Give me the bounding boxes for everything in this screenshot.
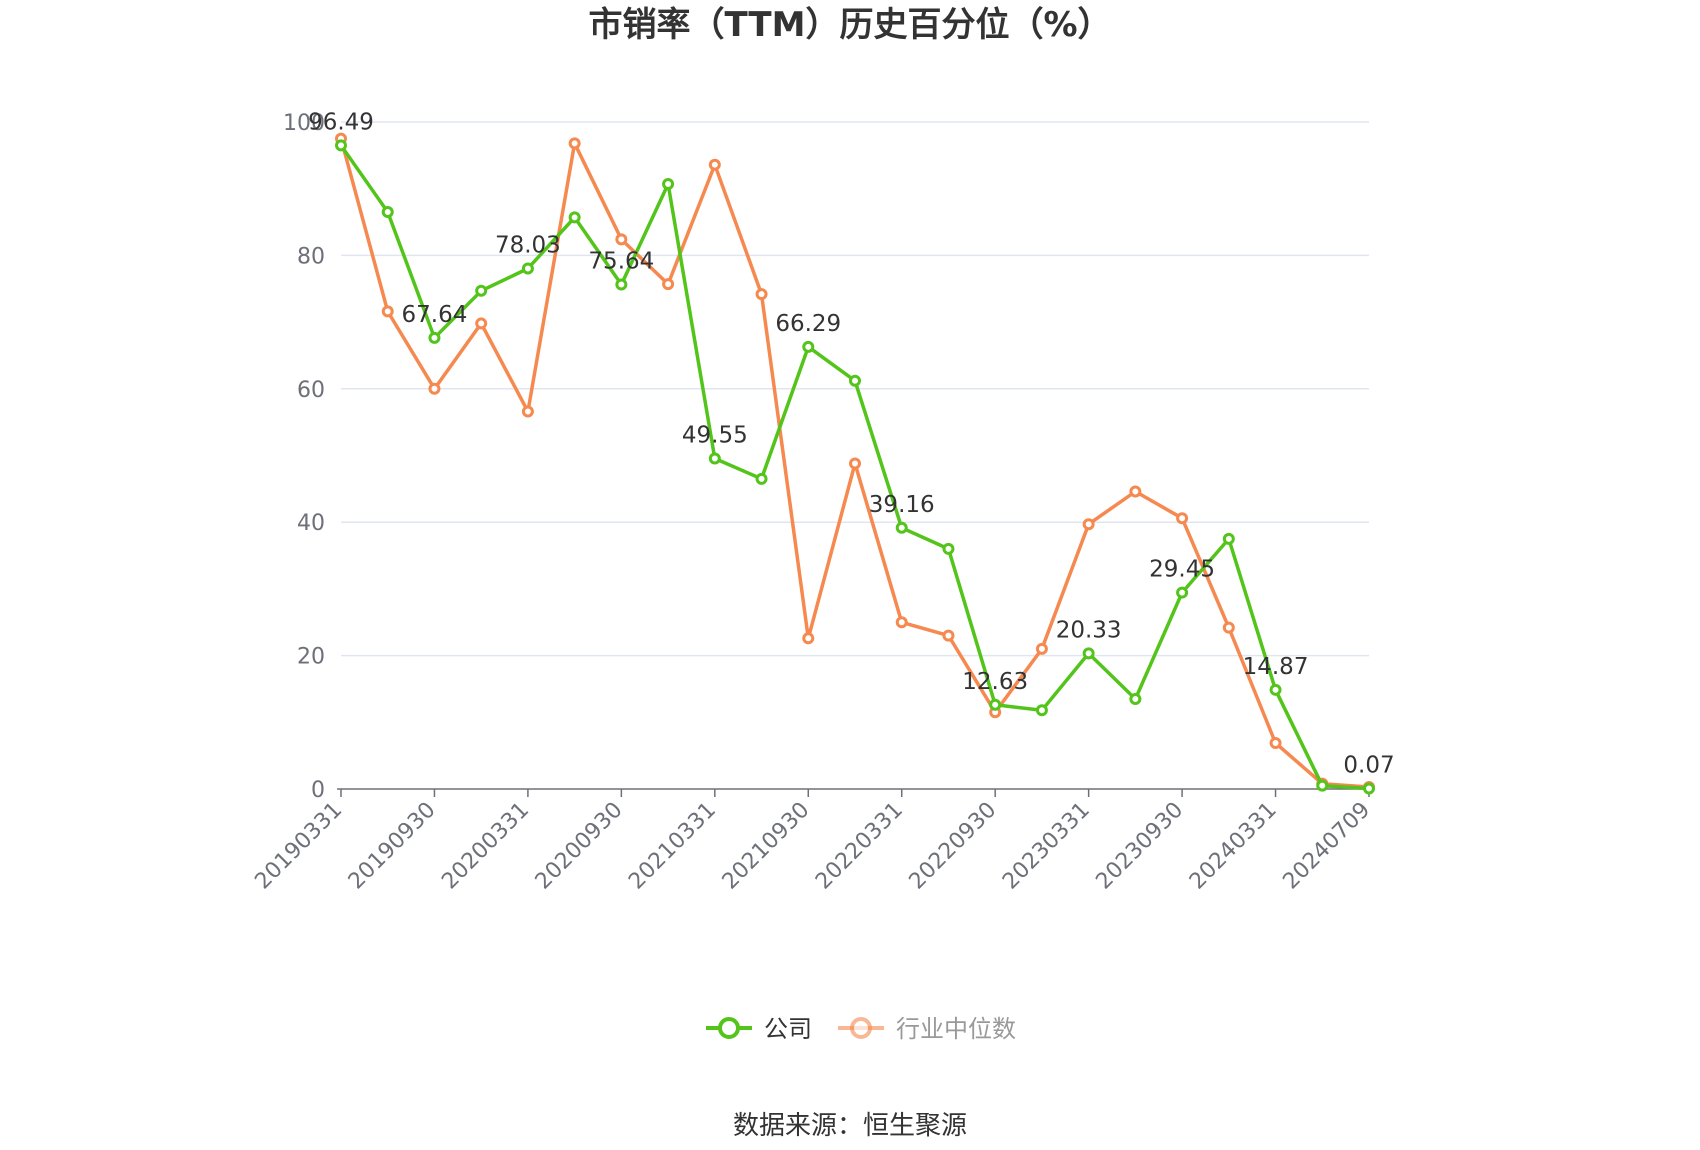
data-point-industry-20230630: [1129, 485, 1142, 498]
data-point-company-20231231: [1222, 532, 1235, 545]
data-source-text: 数据来源：恒生聚源: [733, 1111, 967, 1141]
data-label-20230930: 29.45: [1149, 557, 1215, 583]
data-point-industry-20200630: [568, 137, 581, 150]
data-point-industry-20190930: [428, 382, 441, 395]
data-label-20190331: 96.49: [308, 109, 374, 135]
data-point-industry-20201231: [662, 278, 675, 291]
legend-industry-marker: [850, 1017, 872, 1039]
legend-item-company[interactable]: 公司: [706, 1015, 812, 1043]
data-point-company-20220930: [989, 698, 1002, 711]
data-point-industry-20231231: [1222, 621, 1235, 634]
data-label-20210930: 66.29: [775, 311, 841, 337]
legend-company-marker: [718, 1017, 740, 1039]
x-tick-label-20240709: 20240709: [1278, 798, 1375, 895]
data-point-industry-20210630: [755, 288, 768, 301]
y-tick-label-20: 20: [297, 645, 325, 670]
x-tick-label-20200331: 20200331: [437, 798, 534, 895]
legend: 公司 行业中位数: [706, 1015, 1016, 1043]
data-point-company-20240709: [1363, 782, 1375, 795]
data-label-20210331: 49.55: [682, 423, 748, 449]
data-point-industry-20220630: [942, 629, 955, 642]
x-tick-label-20190930: 20190930: [344, 798, 441, 895]
legend-industry-label: 行业中位数: [896, 1015, 1016, 1043]
data-point-company-20230630: [1129, 692, 1142, 705]
series-industry-median: [335, 132, 1375, 793]
data-point-company-20210331: [708, 452, 721, 465]
data-point-company-20210930: [802, 340, 815, 353]
data-label-20190930: 67.64: [402, 302, 468, 328]
x-tick-label-20230331: 20230331: [998, 798, 1095, 895]
data-point-company-20240630: [1316, 779, 1329, 792]
x-tick-label-20210930: 20210930: [718, 798, 815, 895]
data-point-industry-20200930: [615, 233, 628, 246]
data-point-industry-20211231: [849, 457, 861, 470]
data-label-20230331: 20.33: [1056, 617, 1122, 643]
data-point-industry-20191231: [475, 317, 488, 330]
data-point-company-20211231: [849, 374, 861, 387]
data-point-company-20221231: [1035, 704, 1048, 717]
data-point-industry-20221231: [1035, 642, 1048, 655]
x-axis: 2019033120190930202003312020093020210331…: [250, 788, 1375, 895]
legend-item-industry-median[interactable]: 行业中位数: [838, 1015, 1016, 1043]
data-point-industry-20190630: [381, 305, 394, 318]
data-label-20220930: 12.63: [962, 669, 1028, 695]
data-point-company-20200630: [568, 211, 581, 224]
series-company: [335, 139, 1375, 795]
y-tick-label-60: 60: [297, 378, 325, 403]
x-tick-label-20230930: 20230930: [1091, 798, 1188, 895]
data-point-company-20220331: [895, 521, 908, 534]
data-point-company-20220630: [942, 542, 955, 555]
data-point-company-20201231: [662, 178, 675, 191]
data-point-company-20200930: [615, 278, 628, 291]
data-point-company-20191231: [475, 284, 488, 297]
data-label-20200930: 75.64: [588, 248, 654, 274]
x-tick-label-20210331: 20210331: [624, 798, 721, 895]
y-tick-label-40: 40: [297, 511, 325, 536]
x-tick-label-20220930: 20220930: [905, 798, 1002, 895]
data-point-company-20210630: [755, 472, 768, 485]
y-tick-label-0: 0: [311, 778, 325, 803]
data-label-20220331: 39.16: [869, 492, 935, 518]
data-label-20240709: 0.07: [1343, 753, 1394, 779]
grid-lines: [341, 121, 1369, 657]
legend-company-label: 公司: [764, 1015, 812, 1043]
y-axis-tick-labels: 0 20 40 60 80 100: [283, 111, 325, 803]
data-point-industry-20220331: [895, 616, 908, 629]
data-point-company-20190930: [428, 331, 441, 344]
x-tick-label-20220331: 20220331: [811, 798, 908, 895]
data-point-industry-20200331: [521, 405, 534, 418]
y-tick-label-80: 80: [297, 244, 325, 269]
data-point-company-20190331: [335, 139, 347, 152]
data-label-20200331: 78.03: [495, 233, 561, 259]
data-labels: 96.49 67.64 78.03 75.64 49.55 66.29 39.16 12.63…: [308, 109, 1395, 778]
data-point-company-20190630: [381, 206, 394, 219]
data-point-industry-20210331: [708, 158, 721, 171]
data-point-industry-20230930: [1176, 512, 1189, 525]
x-tick-label-20240331: 20240331: [1185, 798, 1282, 895]
data-point-company-20240331: [1269, 683, 1282, 696]
chart-title: 市销率（TTM）历史百分位（%）: [588, 5, 1111, 45]
data-point-industry-20210930: [802, 632, 815, 645]
x-tick-label-20190331: 20190331: [250, 798, 347, 895]
data-point-company-20200331: [521, 262, 534, 275]
data-point-industry-20230331: [1082, 518, 1095, 531]
series-layer: [335, 132, 1375, 795]
data-point-company-20230930: [1176, 586, 1189, 599]
data-label-20240331: 14.87: [1243, 654, 1309, 680]
x-tick-label-20200930: 20200930: [531, 798, 628, 895]
data-point-industry-20240331: [1269, 736, 1282, 749]
y-tick-label-100: 100: [283, 111, 325, 136]
data-point-company-20230331: [1082, 647, 1095, 660]
